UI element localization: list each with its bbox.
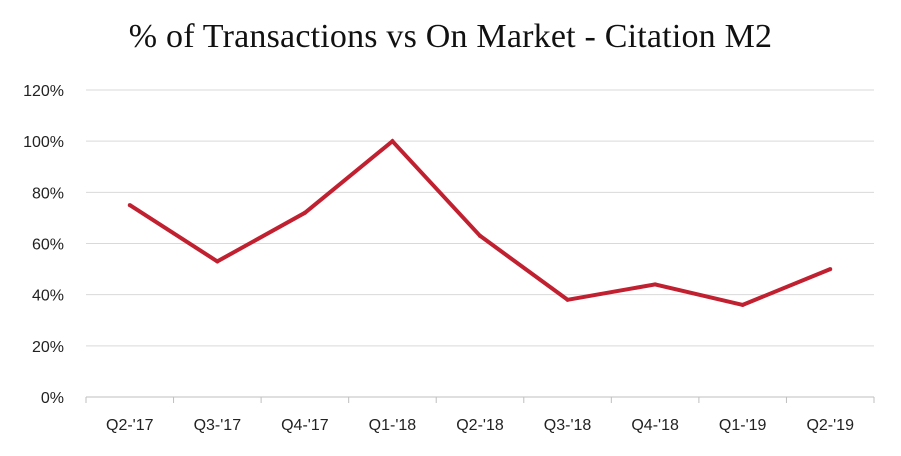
y-tick-label: 100% — [23, 134, 64, 151]
data-point — [740, 302, 745, 307]
y-tick-label: 60% — [32, 237, 64, 254]
x-tick-label: Q2-'19 — [806, 417, 854, 434]
y-axis: 0% 20% 40% 60% 80% 100% 120% — [23, 83, 64, 407]
x-tick-label: Q3-'17 — [194, 417, 242, 434]
data-point — [390, 139, 395, 144]
y-tick-label: 40% — [32, 288, 64, 305]
data-point — [828, 267, 833, 272]
data-point — [653, 282, 658, 287]
data-point — [127, 203, 132, 208]
x-tick-label: Q4-'17 — [281, 417, 329, 434]
y-tick-label: 80% — [32, 185, 64, 202]
y-tick-label: 20% — [32, 339, 64, 356]
x-axis: Q2-'17 Q3-'17 Q4-'17 Q1-'18 Q2-'18 Q3-'18 Q4-'… — [85, 396, 875, 434]
y-tick-label: 120% — [23, 83, 64, 100]
y-tick-label: 0% — [41, 390, 64, 407]
data-point — [302, 210, 307, 215]
chart-title: % of Transactions vs On Market - Citatio… — [128, 18, 773, 55]
x-tick-label: Q4-'18 — [631, 417, 679, 434]
x-tick-label: Q1-'19 — [719, 417, 767, 434]
x-tick-label: Q2-'18 — [456, 417, 504, 434]
series-layer — [127, 138, 833, 307]
data-point — [565, 297, 570, 302]
data-point — [215, 259, 220, 264]
series-line — [128, 138, 831, 307]
x-tick-label: Q1-'18 — [369, 417, 417, 434]
data-point — [478, 233, 482, 238]
gridlines — [86, 89, 874, 347]
x-tick-label: Q2-'17 — [106, 417, 154, 434]
x-tick-label: Q3-'18 — [544, 417, 592, 434]
